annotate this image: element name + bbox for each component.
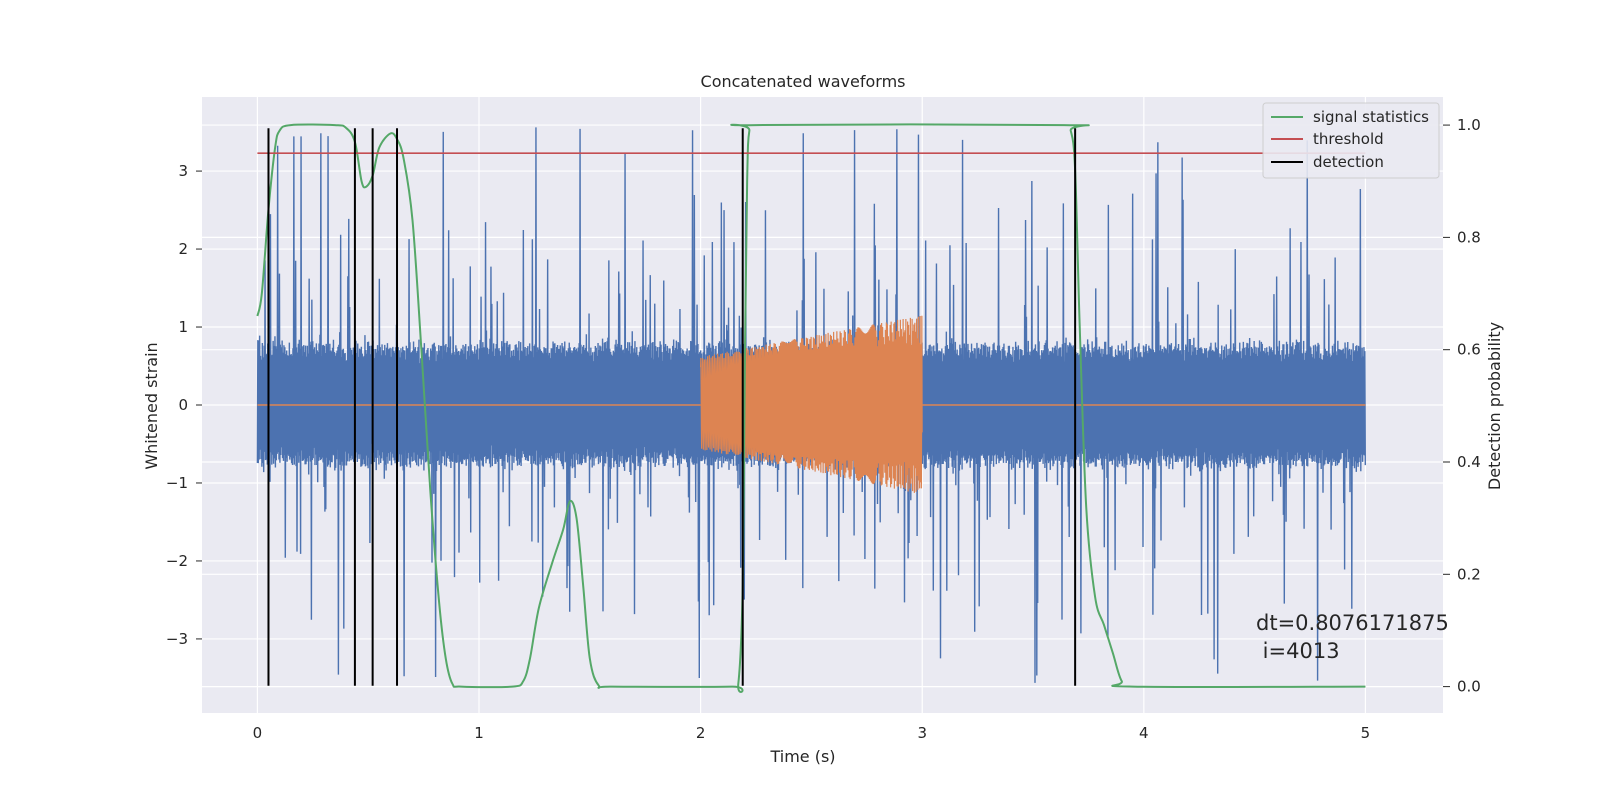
x-tick-label: 5 [1361, 724, 1371, 742]
legend: signal statistics threshold detection [1262, 102, 1440, 179]
series-injected-chirp [700, 315, 923, 493]
x-tick-label: 3 [917, 724, 927, 742]
y2-tick-label: 1.0 [1457, 116, 1481, 134]
x-tick-label: 0 [253, 724, 263, 742]
annotation-i: i=4013 [1256, 639, 1340, 663]
y2-tick-label: 0.2 [1457, 565, 1481, 583]
y-axis-label: Whitened strain [142, 342, 161, 469]
y-tick-label: 2 [178, 240, 188, 258]
legend-label-detection: detection [1313, 153, 1384, 171]
x-tick-label: 2 [696, 724, 706, 742]
x-tick-label: 1 [474, 724, 484, 742]
legend-box [1262, 102, 1440, 179]
y-tick-label: 3 [178, 162, 188, 180]
ticks: 0 1 2 3 4 5 3 2 1 0 −1 −2 −3 1.0 0.8 0.6 0.4 0.2 0.0 [166, 116, 1481, 742]
x-axis-label: Time (s) [769, 747, 835, 766]
y2-tick-label: 0.8 [1457, 228, 1481, 246]
y-tick-label: −2 [166, 552, 188, 570]
annotation-dt: dt=0.8076171875 [1256, 611, 1449, 635]
chart-title: Concatenated waveforms [701, 72, 906, 91]
series-group [256, 123, 1366, 693]
legend-label-threshold: threshold [1313, 130, 1384, 148]
data-layer [256, 123, 1366, 693]
legend-label-signal-statistics: signal statistics [1313, 108, 1429, 126]
y2-axis-label: Detection probability [1485, 322, 1504, 490]
y2-tick-label: 0.0 [1457, 678, 1481, 696]
y2-tick-label: 0.4 [1457, 453, 1481, 471]
y-tick-label: 0 [178, 396, 188, 414]
y-tick-label: −3 [166, 630, 188, 648]
y-tick-label: −1 [166, 474, 188, 492]
y2-tick-label: 0.6 [1457, 341, 1481, 359]
x-tick-label: 4 [1139, 724, 1149, 742]
y-tick-label: 1 [178, 318, 188, 336]
